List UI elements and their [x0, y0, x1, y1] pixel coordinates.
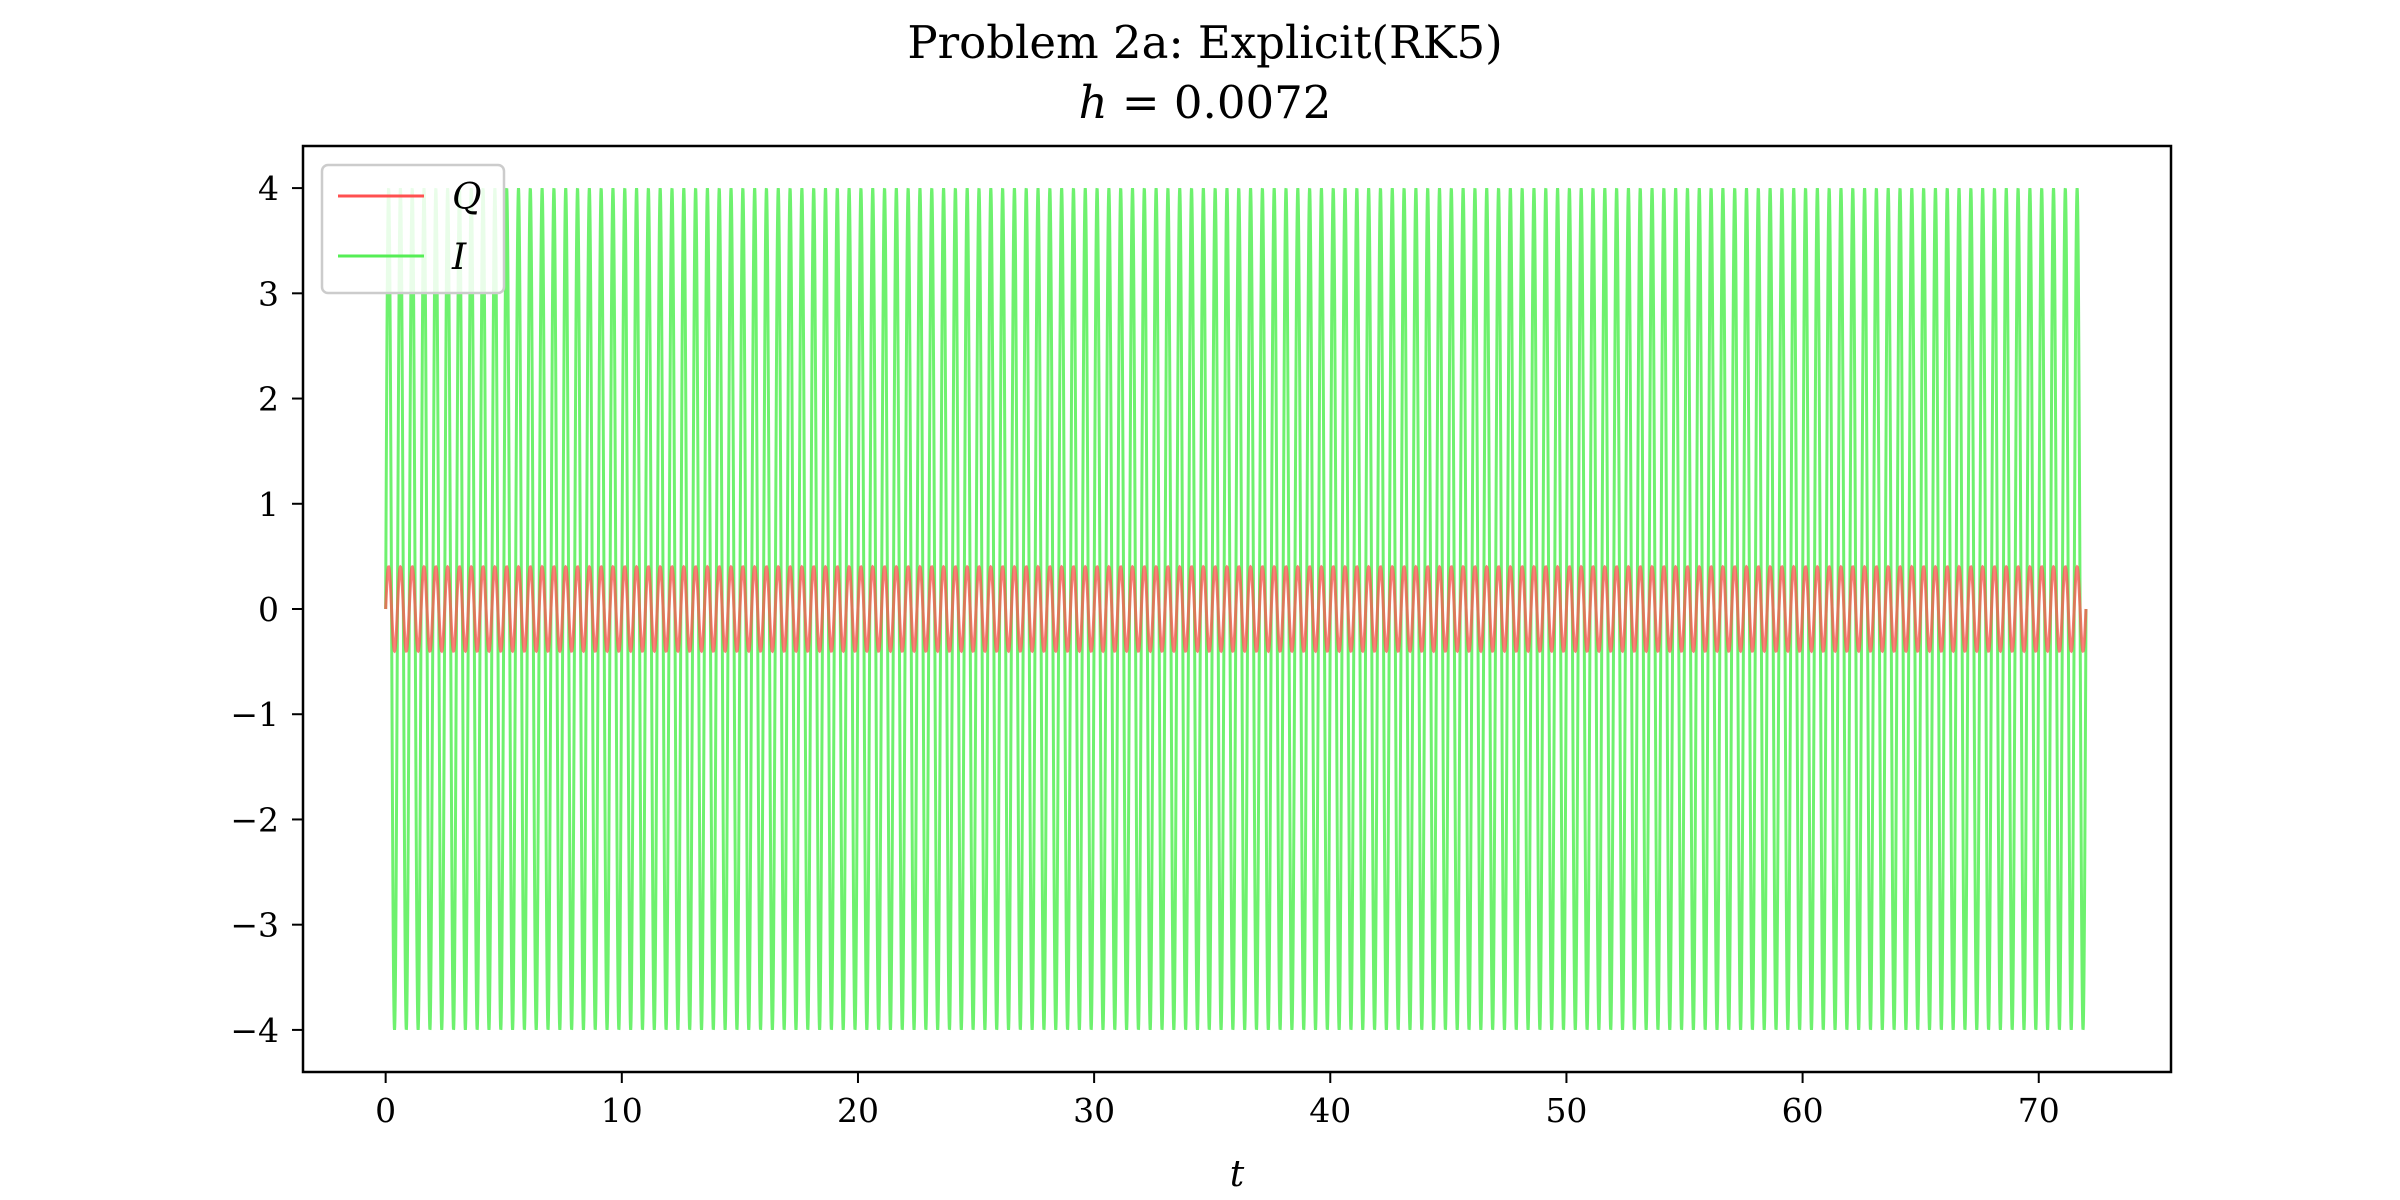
series-line-q — [384, 564, 2088, 654]
legend-label-i: I — [451, 237, 467, 278]
x-tick-label: 70 — [2018, 1091, 2060, 1130]
x-tick-label: 50 — [1545, 1091, 1587, 1130]
series-group — [384, 187, 2088, 1031]
y-tick-label: −1 — [230, 695, 279, 734]
y-tick-label: −3 — [230, 906, 279, 945]
x-tick-label: 0 — [375, 1091, 396, 1130]
y-tick-label: 3 — [258, 274, 279, 313]
y-tick-label: 2 — [258, 380, 279, 419]
chart-title: Problem 2a: Explicit(RK5) — [907, 16, 1502, 69]
y-tick-label: −4 — [230, 1011, 279, 1050]
subtitle-variable: h — [1079, 76, 1108, 129]
chart-subtitle: h = 0.0072 — [1079, 76, 1332, 129]
x-tick-label: 30 — [1073, 1091, 1115, 1130]
y-tick-label: 1 — [258, 485, 279, 524]
x-axis-label: t — [1230, 1154, 1245, 1195]
subtitle-value: = 0.0072 — [1108, 76, 1332, 129]
x-tick-label: 40 — [1309, 1091, 1351, 1130]
x-tick-label: 20 — [837, 1091, 879, 1130]
x-axis: 0 10 20 30 40 50 60 70 — [375, 1072, 2060, 1130]
y-tick-label: 4 — [258, 169, 279, 208]
legend: Q I — [320, 163, 506, 295]
x-tick-label: 60 — [1782, 1091, 1824, 1130]
y-tick-label: −2 — [230, 800, 279, 839]
legend-label-q: Q — [452, 177, 482, 218]
x-tick-label: 10 — [601, 1091, 643, 1130]
y-axis: −4 −3 −2 −1 0 1 2 3 4 — [230, 169, 303, 1050]
y-tick-label: 0 — [258, 590, 279, 629]
